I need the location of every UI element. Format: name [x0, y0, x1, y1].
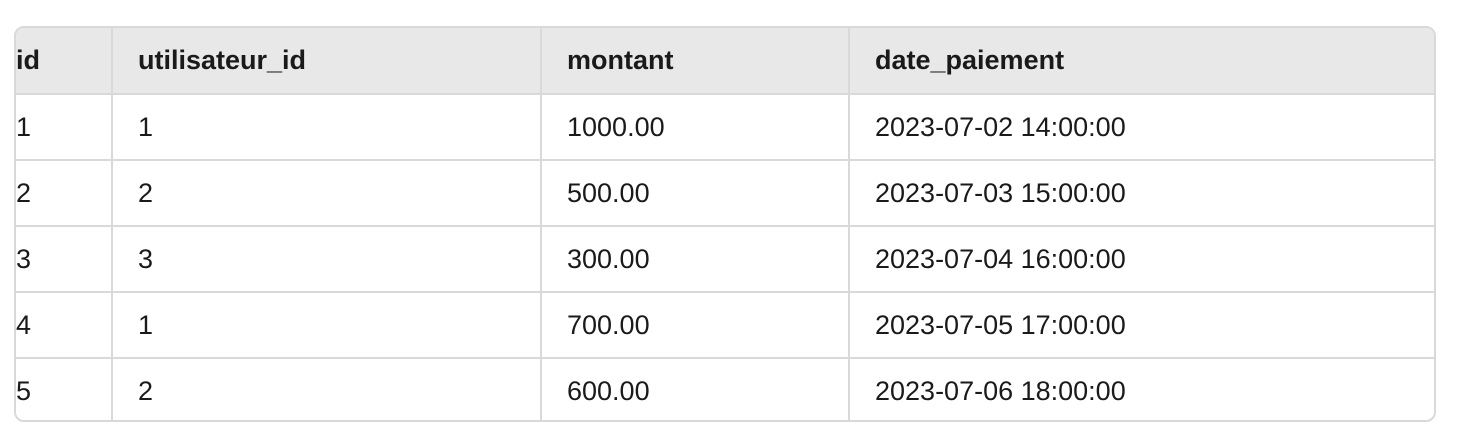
- table-row[interactable]: 4 1 700.00 2023-07-05 17:00:00: [16, 292, 1434, 359]
- cell-utilisateur-id: 2: [112, 358, 542, 420]
- table-row[interactable]: 5 2 600.00 2023-07-06 18:00:00: [16, 358, 1434, 420]
- cell-id: 1: [16, 94, 113, 161]
- column-header-montant[interactable]: montant: [541, 28, 850, 95]
- cell-montant: 600.00: [541, 358, 850, 420]
- table-body: 1 1 1000.00 2023-07-02 14:00:00 2 2 500.…: [16, 94, 1434, 420]
- data-table-container: id utilisateur_id montant date_paiement …: [14, 26, 1436, 422]
- cell-montant: 1000.00: [541, 94, 850, 161]
- cell-id: 2: [16, 160, 113, 227]
- header-row: id utilisateur_id montant date_paiement: [16, 28, 1434, 95]
- table-header: id utilisateur_id montant date_paiement: [16, 28, 1434, 95]
- table-row[interactable]: 1 1 1000.00 2023-07-02 14:00:00: [16, 94, 1434, 161]
- cell-montant: 500.00: [541, 160, 850, 227]
- cell-date-paiement: 2023-07-03 15:00:00: [849, 160, 1434, 227]
- cell-date-paiement: 2023-07-05 17:00:00: [849, 292, 1434, 359]
- payments-table: id utilisateur_id montant date_paiement …: [16, 28, 1434, 420]
- cell-date-paiement: 2023-07-06 18:00:00: [875, 376, 1126, 406]
- cell-date-paiement: 2023-07-02 14:00:00: [849, 94, 1434, 161]
- table-row[interactable]: 3 3 300.00 2023-07-04 16:00:00: [16, 226, 1434, 293]
- column-header-utilisateur-id[interactable]: utilisateur_id: [112, 28, 542, 95]
- cell-montant: 700.00: [541, 292, 850, 359]
- cell-utilisateur-id: 3: [112, 226, 542, 293]
- cell-id: 5: [16, 358, 113, 420]
- table-row[interactable]: 2 2 500.00 2023-07-03 15:00:00: [16, 160, 1434, 227]
- cell-id: 4: [16, 292, 113, 359]
- column-header-date-paiement[interactable]: date_paiement: [849, 28, 1434, 95]
- cell-date-paiement: 2023-07-04 16:00:00: [849, 226, 1434, 293]
- cell-utilisateur-id: 1: [112, 94, 542, 161]
- column-header-id[interactable]: id: [16, 28, 113, 95]
- cell-id: 3: [16, 226, 113, 293]
- cell-utilisateur-id: 2: [112, 160, 542, 227]
- cell-montant: 300.00: [541, 226, 850, 293]
- cell-utilisateur-id: 1: [112, 292, 542, 359]
